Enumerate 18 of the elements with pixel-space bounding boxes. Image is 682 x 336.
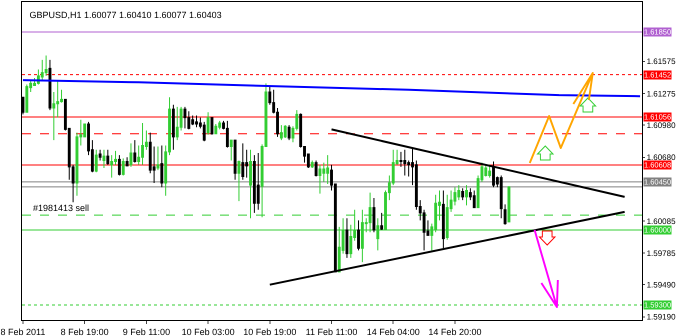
text: GBPUSD,H1 1.60077 1.60410 1.60077 1.60403 [29, 10, 222, 20]
x-tick-label: 11 Feb 11:00 [306, 326, 358, 336]
x-tick-label: 10 Feb 03:00 [182, 326, 235, 336]
x-tick-label: 14 Feb 04:00 [366, 326, 420, 336]
y-tick-label: 1.61575 [646, 57, 676, 66]
x-tick-label: 10 Feb 19:00 [243, 326, 296, 336]
y-tick-label: 1.59490 [646, 280, 676, 290]
x-tick-label: 8 Feb 2011 [0, 326, 46, 336]
annotation: #1981413 sell [33, 203, 90, 213]
y-tick-label: 1.59785 [646, 248, 676, 258]
x-tick-label: 8 Feb 19:00 [60, 326, 109, 336]
y-tick-label: 1.60980 [646, 120, 676, 130]
y-tick-label: 1.60680 [646, 153, 676, 162]
y-tick-label: 1.61275 [646, 89, 676, 98]
x-tick-label: 14 Feb 20:00 [428, 326, 482, 336]
y-tick-label: 1.60085 [646, 216, 676, 226]
x-tick-label: 9 Feb 11:00 [122, 326, 170, 336]
y-tick-label: 1.59190 [646, 312, 676, 322]
